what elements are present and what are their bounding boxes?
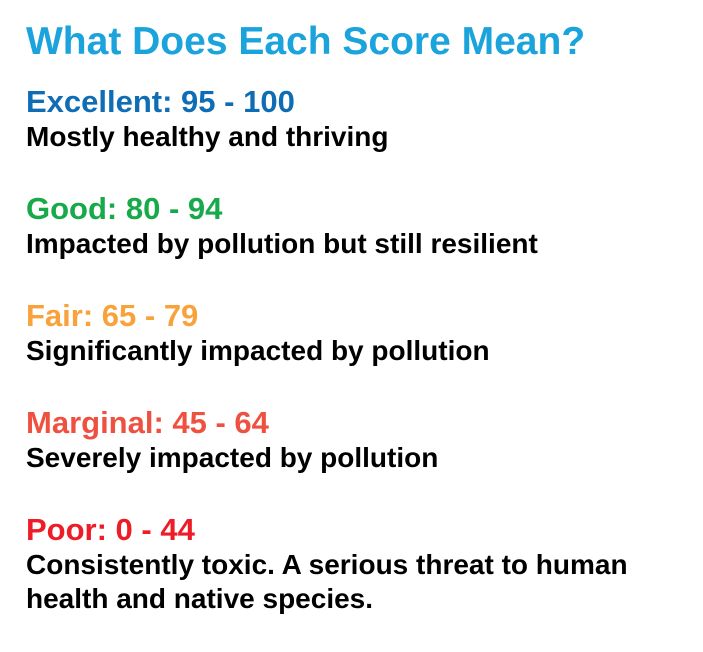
score-marginal: Marginal: 45 - 64 Severely impacted by p…: [26, 405, 696, 475]
score-heading: Marginal: 45 - 64: [26, 405, 269, 440]
score-description: Significantly impacted by pollution: [26, 335, 490, 366]
score-fair: Fair: 65 - 79 Significantly impacted by …: [26, 298, 696, 368]
score-description: Impacted by pollution but still resilien…: [26, 228, 538, 259]
score-heading: Excellent: 95 - 100: [26, 84, 295, 119]
score-description: Mostly healthy and thriving: [26, 121, 389, 152]
page-title: What Does Each Score Mean?: [26, 20, 586, 63]
score-excellent: Excellent: 95 - 100 Mostly healthy and t…: [26, 84, 696, 154]
score-heading: Poor: 0 - 44: [26, 512, 195, 547]
score-description: Consistently toxic. A serious threat to …: [26, 549, 628, 614]
score-heading: Fair: 65 - 79: [26, 298, 199, 333]
score-description: Severely impacted by pollution: [26, 442, 439, 473]
score-poor: Poor: 0 - 44 Consistently toxic. A serio…: [26, 512, 696, 616]
score-heading: Good: 80 - 94: [26, 191, 223, 226]
score-good: Good: 80 - 94 Impacted by pollution but …: [26, 191, 696, 261]
